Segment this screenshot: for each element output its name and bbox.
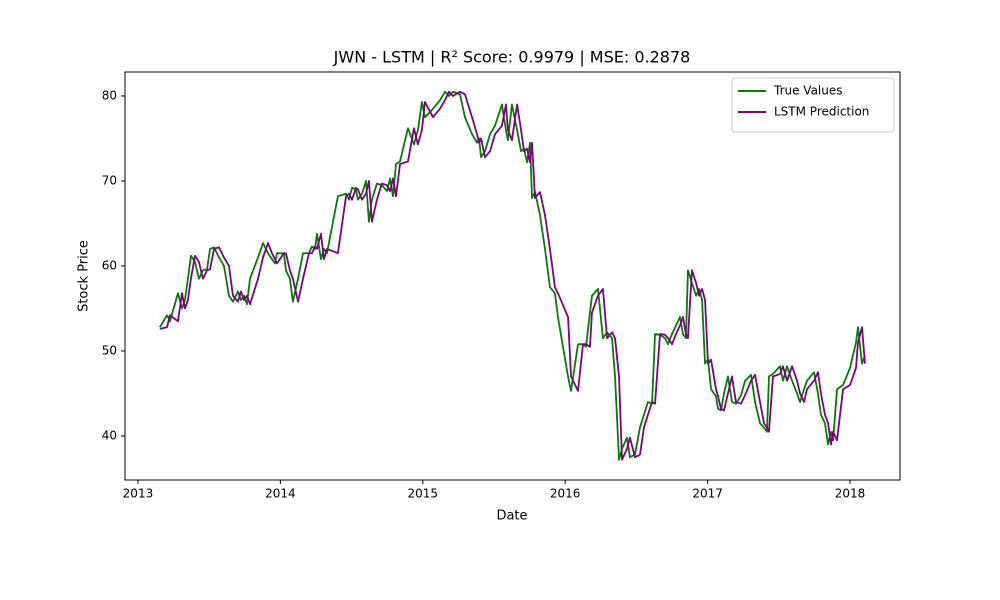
x-tick-label: 2014 — [265, 487, 296, 501]
x-tick-label: 2018 — [835, 487, 866, 501]
chart-title: JWN - LSTM | R² Score: 0.9979 | MSE: 0.2… — [333, 48, 691, 67]
legend-label: True Values — [773, 84, 843, 98]
x-tick-label: 2017 — [692, 487, 723, 501]
plot-frame — [124, 71, 901, 481]
legend-label: LSTM Prediction — [774, 105, 869, 119]
x-tick-label: 2016 — [550, 487, 581, 501]
y-tick-label: 50 — [102, 343, 117, 357]
y-tick-label: 70 — [102, 173, 117, 187]
x-axis-label: Date — [496, 509, 527, 524]
legend-box — [731, 77, 895, 133]
line-series — [159, 90, 866, 461]
x-tick-label: 2015 — [408, 487, 439, 501]
y-tick-label: 40 — [102, 428, 117, 442]
y-axis-label: Stock Price — [77, 240, 92, 312]
x-tick-label: 2013 — [123, 487, 154, 501]
line-series — [159, 90, 866, 461]
y-tick-label: 60 — [102, 258, 117, 272]
y-tick-label: 80 — [102, 88, 117, 102]
